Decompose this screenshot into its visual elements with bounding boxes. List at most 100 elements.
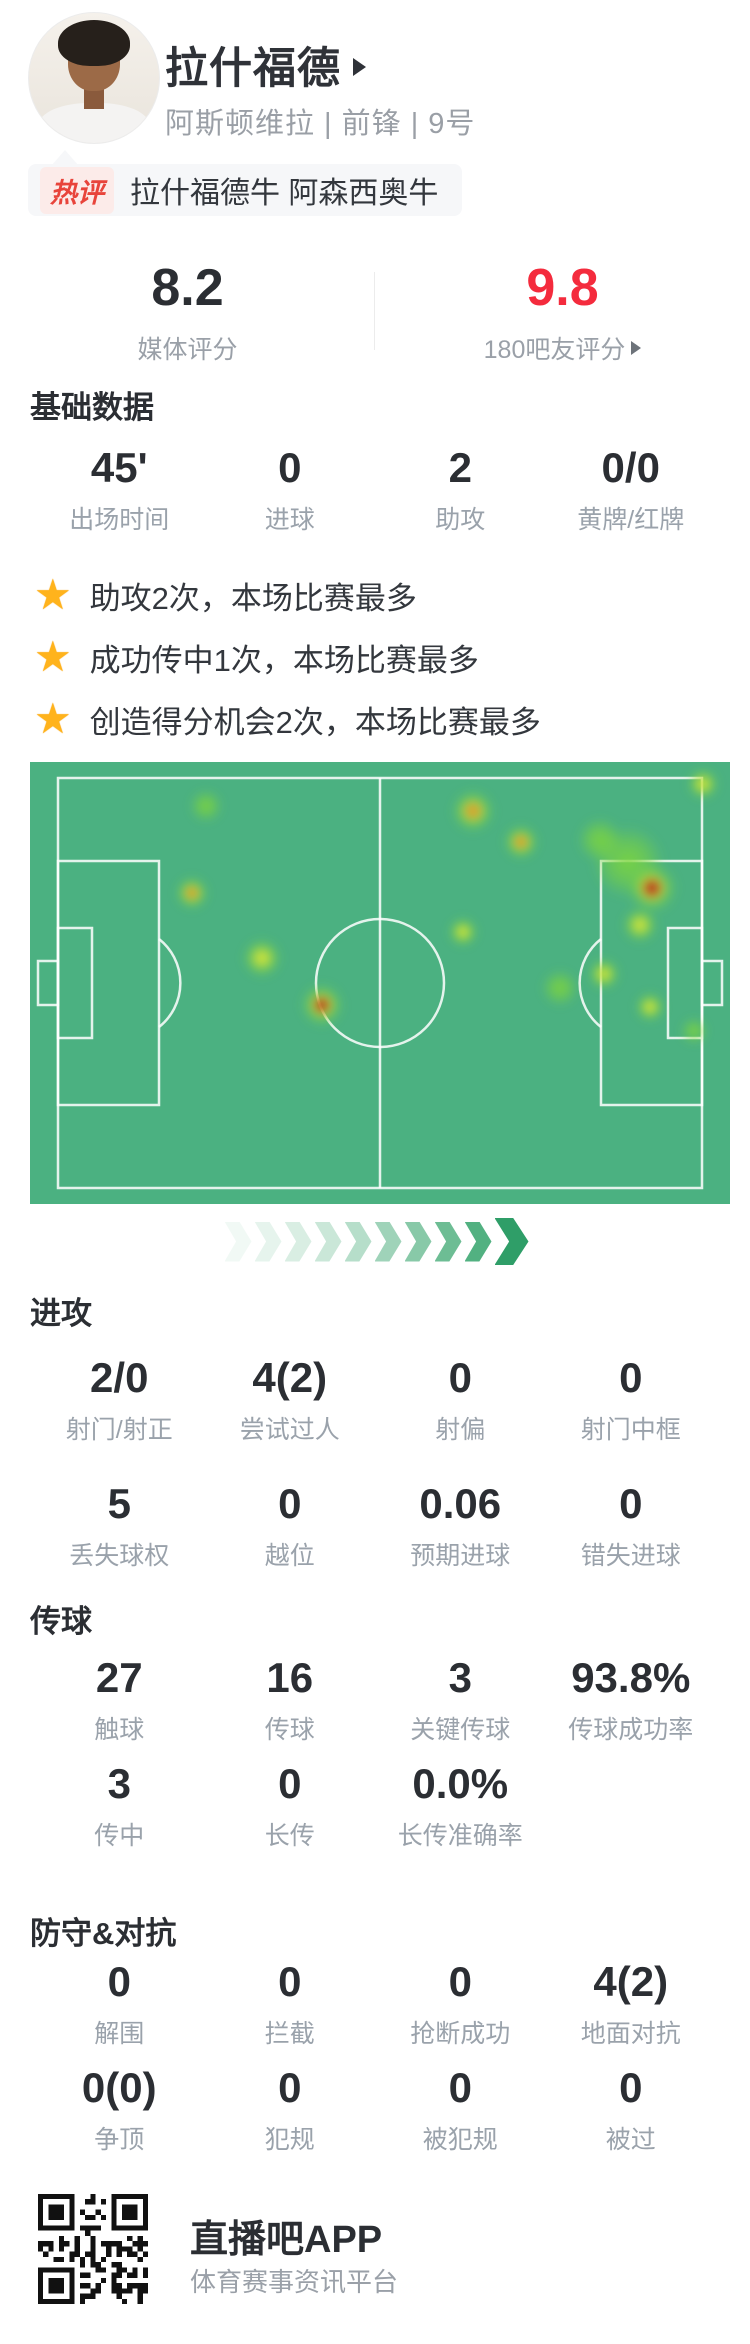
app-tagline: 体育赛事资讯平台 — [190, 2267, 399, 2297]
stat-label: 助攻 — [435, 506, 486, 534]
qr-module — [121, 2267, 128, 2273]
qr-module — [100, 2277, 107, 2284]
qr-module — [85, 2293, 91, 2299]
stat-label: 传球成功率 — [568, 1716, 694, 1744]
heat-blob — [542, 970, 578, 1006]
qr-module — [95, 2209, 101, 2215]
qr-module — [100, 2214, 107, 2221]
heat-blob — [312, 995, 332, 1015]
highlight-text: 助攻2次，本场比赛最多 — [89, 580, 417, 616]
stat-label: 预期进球 — [410, 1542, 511, 1570]
stat-ground-duels: 4(2) 地面对抗 — [546, 1956, 717, 2050]
media-rating-label: 媒体评分 — [137, 336, 238, 364]
section-title-attack: 进攻 — [30, 1296, 92, 1331]
stat-long-ball-accuracy: 0.0% 长传准确率 — [375, 1758, 546, 1852]
qr-module — [142, 2272, 148, 2278]
qr-module — [100, 2267, 107, 2273]
qr-module — [116, 2283, 122, 2289]
stat-goals: 0 进球 — [205, 442, 376, 536]
qr-module — [90, 2214, 96, 2221]
player-name-link[interactable]: 拉什福德 — [165, 34, 366, 96]
highlight-item: ★ 创造得分机会2次，本场比赛最多 — [34, 695, 541, 743]
qr-module — [121, 2298, 128, 2304]
qr-module — [116, 2262, 122, 2268]
highlight-text: 创造得分机会2次，本场比赛最多 — [89, 704, 541, 740]
heat-blob — [462, 800, 484, 822]
qr-module — [137, 2256, 143, 2263]
chevron-icon — [494, 1218, 529, 1265]
avatar-hair — [57, 19, 131, 67]
attack-stats-row-2: 5 丢失球权 0 越位 0.06 预期进球 0 错失进球 — [0, 1478, 750, 1572]
stat-label: 尝试过人 — [239, 1416, 340, 1444]
stat-crosses: 3 传中 — [34, 1758, 205, 1852]
arrow-right-icon — [631, 341, 642, 355]
stat-label: 关键传球 — [410, 1716, 511, 1744]
stat-fouled: 0 被犯规 — [375, 2062, 546, 2156]
qr-module — [127, 2288, 133, 2294]
qr-module — [79, 2283, 86, 2289]
qr-module — [90, 2256, 96, 2263]
qr-module — [85, 2272, 91, 2278]
qr-module — [85, 2214, 91, 2221]
qr-module — [121, 2204, 138, 2221]
stat-interceptions: 0 拦截 — [205, 1956, 376, 2050]
stat-aerial-duels: 0(0) 争顶 — [34, 2062, 205, 2156]
qr-module — [79, 2293, 86, 2299]
stat-label: 射偏 — [435, 1416, 486, 1444]
pitch-svg — [36, 768, 724, 1190]
stat-dribbled-past: 0 被过 — [546, 2062, 717, 2156]
stat-value: 5 — [107, 1480, 131, 1527]
heat-blob — [248, 944, 276, 972]
qr-module — [121, 2288, 128, 2294]
media-rating-value: 8.2 — [151, 259, 224, 317]
stat-value: 0(0) — [81, 2064, 157, 2111]
qr-module — [43, 2251, 49, 2257]
fans-rating-label: 180吧友评分 — [483, 336, 626, 364]
stat-value: 0 — [448, 2064, 472, 2111]
qr-module — [142, 2288, 148, 2294]
qr-module — [90, 2251, 96, 2257]
stat-dribbles: 4(2) 尝试过人 — [205, 1352, 376, 1446]
qr-module — [85, 2225, 91, 2231]
star-icon: ★ — [34, 695, 72, 742]
stat-label: 出场时间 — [69, 506, 170, 534]
stat-value: 0 — [278, 444, 302, 491]
qr-module — [127, 2235, 133, 2242]
qr-module — [137, 2235, 143, 2242]
qr-module — [69, 2251, 75, 2257]
qr-module — [79, 2262, 86, 2268]
media-rating: 8.2 媒体评分 — [0, 258, 375, 378]
stat-value: 93.8% — [571, 1654, 691, 1701]
stat-value: 0 — [278, 1958, 302, 2005]
stat-value: 0 — [619, 1354, 643, 1401]
stat-value: 0 — [278, 1480, 302, 1527]
app-name: 直播吧APP — [190, 2219, 383, 2261]
qr-module — [111, 2241, 117, 2247]
stat-offsides: 0 越位 — [205, 1478, 376, 1572]
chevron-right-icon — [353, 58, 366, 76]
heat-blob — [681, 1018, 707, 1044]
qr-module — [142, 2241, 148, 2247]
qr-module — [132, 2283, 138, 2289]
qr-module — [90, 2293, 96, 2299]
qr-module — [127, 2283, 133, 2289]
qr-module — [48, 2241, 54, 2247]
stat-minutes: 45' 出场时间 — [34, 442, 205, 536]
stat-value: 3 — [107, 1760, 131, 1807]
stat-pass-accuracy: 93.8% 传球成功率 — [546, 1652, 717, 1746]
chevron-icon — [284, 1221, 312, 1262]
qr-module — [137, 2246, 143, 2252]
stat-tackles-won: 0 抢断成功 — [375, 1956, 546, 2050]
stat-cell-empty — [546, 1758, 717, 1852]
qr-module — [106, 2241, 112, 2247]
qr-module — [127, 2272, 133, 2278]
qr-module — [116, 2267, 122, 2273]
stat-value: 0 — [448, 1958, 472, 2005]
qr-module — [132, 2241, 138, 2247]
fans-rating-link[interactable]: 9.8 180吧友评分 — [375, 258, 750, 378]
section-title-defense: 防守&对抗 — [30, 1916, 177, 1951]
stat-label: 射门/射正 — [65, 1416, 173, 1444]
heat-blob — [640, 997, 660, 1017]
stat-value: 0.06 — [419, 1480, 502, 1527]
stat-key-passes: 3 关键传球 — [375, 1652, 546, 1746]
